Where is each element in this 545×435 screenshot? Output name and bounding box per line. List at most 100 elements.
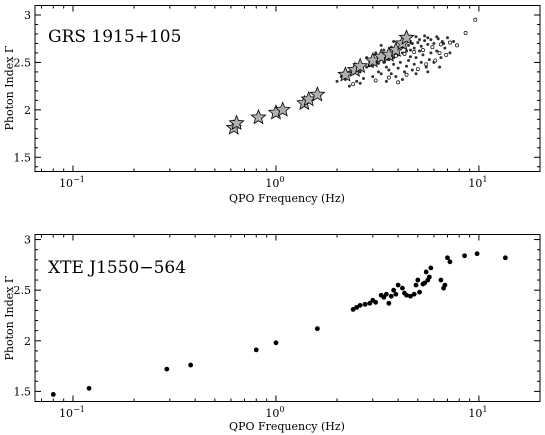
top-circle-point: [386, 75, 391, 80]
top-dot-point: [418, 49, 422, 53]
top-circle-point: [455, 43, 459, 48]
bottom-y-tick-label: 3: [24, 234, 31, 247]
top-dot-point: [423, 39, 427, 43]
bottom-dot-point: [388, 293, 394, 299]
top-dot-point: [371, 64, 375, 68]
top-dot-point: [355, 79, 359, 83]
top-panel-grs: GRS 1915+105 QPO Frequency (Hz) Photon I…: [3, 5, 541, 205]
bottom-dot-point: [395, 282, 401, 288]
top-data-points: [225, 17, 478, 135]
top-circle-point: [463, 31, 468, 35]
bottom-panel-xte: XTE J1550−564 QPO Frequency (Hz) Photon …: [3, 234, 541, 433]
top-dot-point: [427, 58, 431, 62]
top-circle-point: [473, 17, 478, 22]
top-dot-point: [389, 72, 393, 76]
bottom-dot-point: [50, 392, 56, 397]
top-dot-point: [429, 38, 433, 42]
top-x-tick-label: 101: [468, 175, 487, 190]
top-dot-point: [400, 77, 404, 81]
bottom-plot-frame: [34, 234, 541, 402]
top-circle-point: [404, 72, 409, 77]
top-dot-point: [408, 55, 412, 59]
top-dot-point: [347, 84, 351, 88]
top-dot-point: [358, 70, 362, 74]
top-dot-point: [403, 70, 407, 74]
top-dot-point: [382, 48, 386, 52]
top-dot-point: [405, 64, 409, 68]
bottom-dot-point: [314, 326, 320, 332]
bottom-dot-point: [253, 347, 259, 353]
top-circle-point: [393, 53, 398, 58]
bottom-x-tick-label: 101: [468, 405, 487, 420]
top-circle-point: [433, 58, 438, 63]
bottom-dot-point: [383, 291, 389, 297]
top-dot-point: [426, 42, 430, 46]
bottom-dot-point: [438, 277, 444, 283]
bottom-dot-point: [373, 299, 379, 305]
top-y-tick-label: 2: [24, 104, 31, 117]
bottom-dot-point: [445, 255, 450, 261]
top-dot-point: [379, 72, 383, 76]
top-circle-point: [373, 78, 378, 83]
bottom-x-tick-label: 10−1: [59, 405, 85, 420]
top-y-tick-label: 1.5: [14, 151, 32, 164]
top-dot-point: [371, 75, 375, 79]
top-circle-point: [420, 48, 425, 53]
top-dot-point: [398, 60, 402, 64]
top-dot-point: [358, 81, 362, 85]
top-star-point: [309, 86, 326, 102]
top-star-point: [352, 57, 369, 74]
bottom-dot-point: [400, 285, 405, 291]
top-dot-point: [419, 44, 423, 48]
top-dot-point: [365, 65, 369, 69]
top-dot-point: [432, 41, 436, 45]
top-circle-point: [415, 67, 420, 72]
top-dot-point: [414, 56, 418, 60]
bottom-dot-point: [423, 269, 429, 275]
bottom-y-tick-label: 1.5: [14, 385, 32, 398]
top-dot-point: [361, 77, 365, 81]
bottom-dot-point: [408, 293, 413, 299]
top-star-point: [398, 29, 415, 45]
bottom-dot-point: [357, 302, 363, 308]
top-dot-point: [421, 53, 425, 57]
bottom-x-axis-label: QPO Frequency (Hz): [229, 420, 345, 433]
top-star-point: [250, 108, 267, 125]
top-dot-point: [396, 66, 400, 70]
bottom-dot-point: [474, 251, 480, 257]
top-dot-point: [410, 68, 414, 72]
top-circle-point: [351, 82, 356, 87]
top-dot-point: [405, 49, 409, 53]
bottom-dot-point: [362, 301, 368, 307]
top-dot-point: [384, 79, 388, 83]
top-dot-point: [416, 40, 420, 44]
bottom-panel-title: XTE J1550−564: [48, 258, 186, 278]
top-dot-point: [435, 49, 439, 53]
top-dot-point: [429, 51, 433, 55]
bottom-ticks: 10−1 100 101 1.5 2 2.5 3: [14, 234, 540, 420]
top-dot-point: [407, 43, 411, 47]
top-dot-point: [448, 51, 452, 55]
top-dot-point: [418, 38, 422, 42]
top-y-tick-label: 2.5: [14, 56, 32, 69]
top-dot-point: [392, 62, 396, 66]
bottom-dot-point: [386, 300, 392, 306]
top-circle-point: [438, 42, 443, 47]
top-dot-point: [438, 65, 442, 69]
bottom-data-points: [50, 251, 508, 397]
top-dot-point: [435, 35, 439, 39]
top-dot-point: [394, 75, 398, 79]
top-x-axis-label: QPO Frequency (Hz): [229, 192, 345, 205]
top-dot-point: [376, 70, 380, 74]
top-dot-point: [443, 46, 447, 50]
top-dot-point: [423, 34, 427, 38]
top-dot-point: [452, 40, 456, 44]
top-dot-point: [374, 51, 378, 55]
top-dot-point: [445, 36, 449, 40]
top-dot-point: [410, 41, 414, 45]
top-dot-point: [412, 62, 416, 66]
top-dot-point: [392, 40, 396, 44]
top-dot-point: [419, 60, 423, 64]
bottom-dot-point: [188, 362, 194, 368]
top-x-tick-label: 100: [265, 175, 284, 190]
